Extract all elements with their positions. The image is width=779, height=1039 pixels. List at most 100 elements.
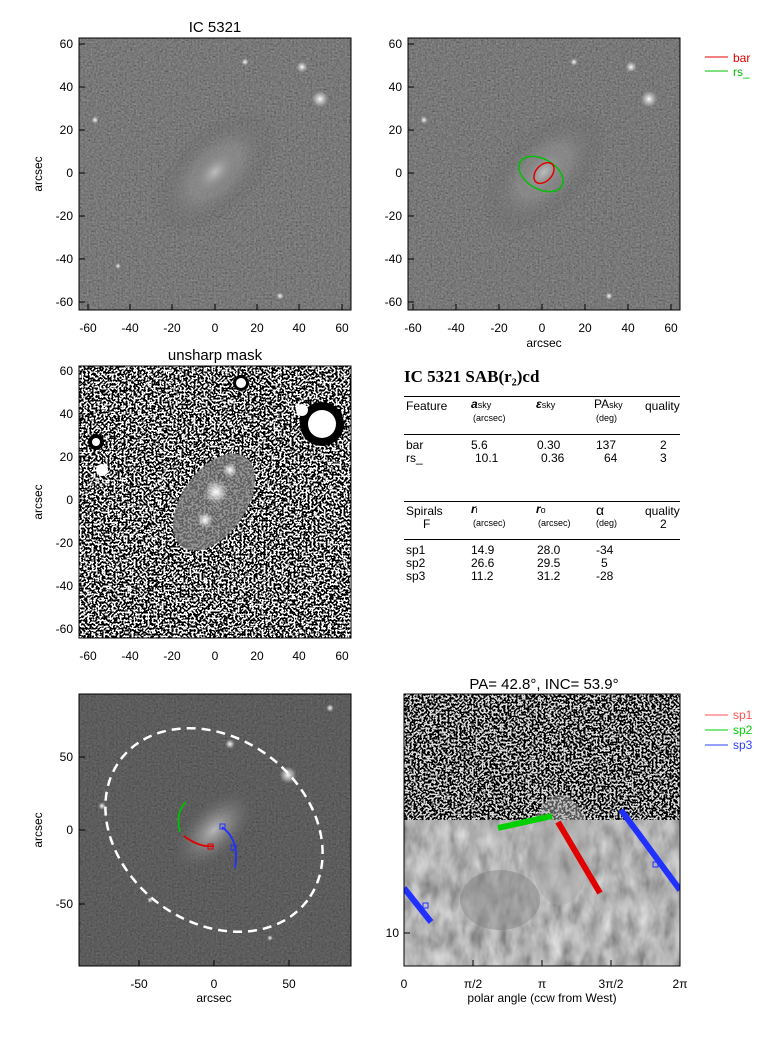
svg-text:60: 60 bbox=[60, 364, 74, 378]
svg-text:40: 40 bbox=[60, 407, 74, 421]
xlabel-bottom-left: arcsec bbox=[196, 991, 231, 1005]
disk-ellipse bbox=[104, 726, 324, 934]
svg-text:-60: -60 bbox=[385, 295, 403, 309]
hdr-quality: quality bbox=[645, 399, 680, 413]
row-bar-q: 2 bbox=[660, 438, 667, 452]
row-bar-a: 5.6 bbox=[471, 438, 488, 452]
hdr-alpha-unit: (deg) bbox=[596, 518, 618, 528]
svg-text:-20: -20 bbox=[163, 649, 181, 663]
legend-sp2-label: sp2 bbox=[733, 723, 753, 737]
row-sp3-alpha: -28 bbox=[596, 569, 614, 583]
svg-text:-40: -40 bbox=[385, 252, 403, 266]
svg-text:60: 60 bbox=[664, 321, 678, 335]
legend-bar-label: bar bbox=[733, 51, 750, 65]
svg-text:40: 40 bbox=[621, 321, 635, 335]
xticks-top-right: -60 -40 -20 0 20 40 60 bbox=[404, 321, 678, 335]
hdr-a-unit: (arcsec) bbox=[473, 413, 506, 423]
svg-text:-40: -40 bbox=[447, 321, 465, 335]
ylabel-top-left: arcsec bbox=[31, 156, 45, 191]
svg-text:2π: 2π bbox=[673, 977, 688, 991]
svg-text:40: 40 bbox=[292, 321, 306, 335]
svg-text:-20: -20 bbox=[56, 209, 74, 223]
yticks-top-left: 60 40 20 0 -20 -40 -60 bbox=[56, 37, 74, 309]
legend-sp3-label: sp3 bbox=[733, 738, 753, 752]
svg-text:0: 0 bbox=[539, 321, 546, 335]
table-title: IC 5321 SAB(r₂)cd bbox=[404, 367, 540, 386]
svg-text:20: 20 bbox=[578, 321, 592, 335]
svg-text:-20: -20 bbox=[385, 209, 403, 223]
svg-text:20: 20 bbox=[60, 123, 74, 137]
row-sp1-alpha: -34 bbox=[596, 543, 614, 557]
row-sp2-ro: 29.5 bbox=[537, 556, 561, 570]
svg-text:0: 0 bbox=[212, 321, 219, 335]
title-top-left: IC 5321 bbox=[189, 19, 242, 36]
svg-text:20: 20 bbox=[250, 321, 264, 335]
row-sp1-ro: 28.0 bbox=[537, 543, 561, 557]
hdr-a: asky bbox=[471, 397, 492, 411]
spiral-overlay-image bbox=[79, 694, 351, 966]
xticks-mid-left: -60 -40 -20 0 20 40 60 bbox=[79, 649, 349, 663]
hdr-feature: Feature bbox=[406, 399, 448, 413]
svg-text:-50: -50 bbox=[130, 977, 148, 991]
row-sp3-ri: 11.2 bbox=[471, 569, 494, 583]
row-bar-name: bar bbox=[406, 438, 424, 452]
hdr-alpha: α bbox=[596, 502, 605, 518]
axis-ticks bbox=[79, 43, 681, 966]
bar-ellipse bbox=[533, 161, 555, 185]
svg-text:-40: -40 bbox=[56, 252, 74, 266]
svg-text:50: 50 bbox=[282, 977, 296, 991]
svg-text:60: 60 bbox=[60, 37, 74, 51]
xticks-polar: 0 π/2 π 3π/2 2π bbox=[401, 977, 688, 991]
svg-text:-60: -60 bbox=[79, 649, 97, 663]
polar-unwrapped-image bbox=[404, 694, 680, 966]
row-bar-e: 0.30 bbox=[537, 438, 561, 452]
svg-text:-40: -40 bbox=[56, 579, 74, 593]
sp3-track-b bbox=[404, 886, 434, 924]
svg-text:-40: -40 bbox=[121, 321, 139, 335]
sp1-arc bbox=[183, 835, 215, 848]
svg-text:-60: -60 bbox=[56, 622, 74, 636]
galaxy-image-top-left bbox=[79, 38, 351, 310]
svg-text:50: 50 bbox=[60, 750, 74, 764]
row-sp3-name: sp3 bbox=[406, 569, 426, 583]
hdr-ri: ri bbox=[471, 502, 478, 516]
svg-text:-50: -50 bbox=[56, 897, 74, 911]
row-rs-a: 10.1 bbox=[475, 451, 499, 465]
svg-text:0: 0 bbox=[401, 977, 408, 991]
hdr-ri-unit: (arcsec) bbox=[473, 518, 506, 528]
svg-text:-60: -60 bbox=[404, 321, 422, 335]
rs-ellipse bbox=[518, 155, 564, 193]
row-rs-pa: 64 bbox=[604, 451, 618, 465]
row-rs-q: 3 bbox=[660, 451, 667, 465]
ylabel-mid-left: arcsec bbox=[31, 484, 45, 519]
galaxy-image-top-right bbox=[408, 38, 680, 310]
svg-text:-60: -60 bbox=[79, 321, 97, 335]
svg-text:0: 0 bbox=[66, 493, 73, 507]
svg-text:0: 0 bbox=[212, 649, 219, 663]
svg-text:-40: -40 bbox=[121, 649, 139, 663]
title-unsharp-mask: unsharp mask bbox=[168, 347, 263, 364]
legend-rs-label: rs_ bbox=[733, 65, 750, 79]
sp2-track bbox=[497, 813, 553, 831]
svg-text:3π/2: 3π/2 bbox=[599, 977, 624, 991]
svg-text:60: 60 bbox=[335, 321, 349, 335]
hdr-pa: PAsky bbox=[594, 397, 623, 411]
svg-text:40: 40 bbox=[292, 649, 306, 663]
svg-text:-20: -20 bbox=[163, 321, 181, 335]
yticks-top-right: 60 40 20 0 -20 -40 -60 bbox=[385, 37, 403, 309]
xticks-top-left: -60 -40 -20 0 20 40 60 bbox=[79, 321, 349, 335]
svg-text:π/2: π/2 bbox=[464, 977, 483, 991]
unsharp-mask-image bbox=[79, 366, 351, 638]
sp1-track bbox=[555, 820, 603, 895]
title-polar: PA= 42.8°, INC= 53.9° bbox=[469, 676, 618, 693]
row-sp2-ri: 26.6 bbox=[471, 556, 495, 570]
hdr-sp-quality-val: 2 bbox=[660, 517, 667, 531]
hdr-ro: ro bbox=[536, 502, 546, 516]
hdr-ro-unit: (arcsec) bbox=[538, 518, 571, 528]
hdr-spirals: Spirals bbox=[406, 504, 443, 518]
hdr-f: F bbox=[423, 517, 431, 531]
svg-text:20: 20 bbox=[60, 450, 74, 464]
svg-text:20: 20 bbox=[250, 649, 264, 663]
svg-text:-20: -20 bbox=[56, 536, 74, 550]
